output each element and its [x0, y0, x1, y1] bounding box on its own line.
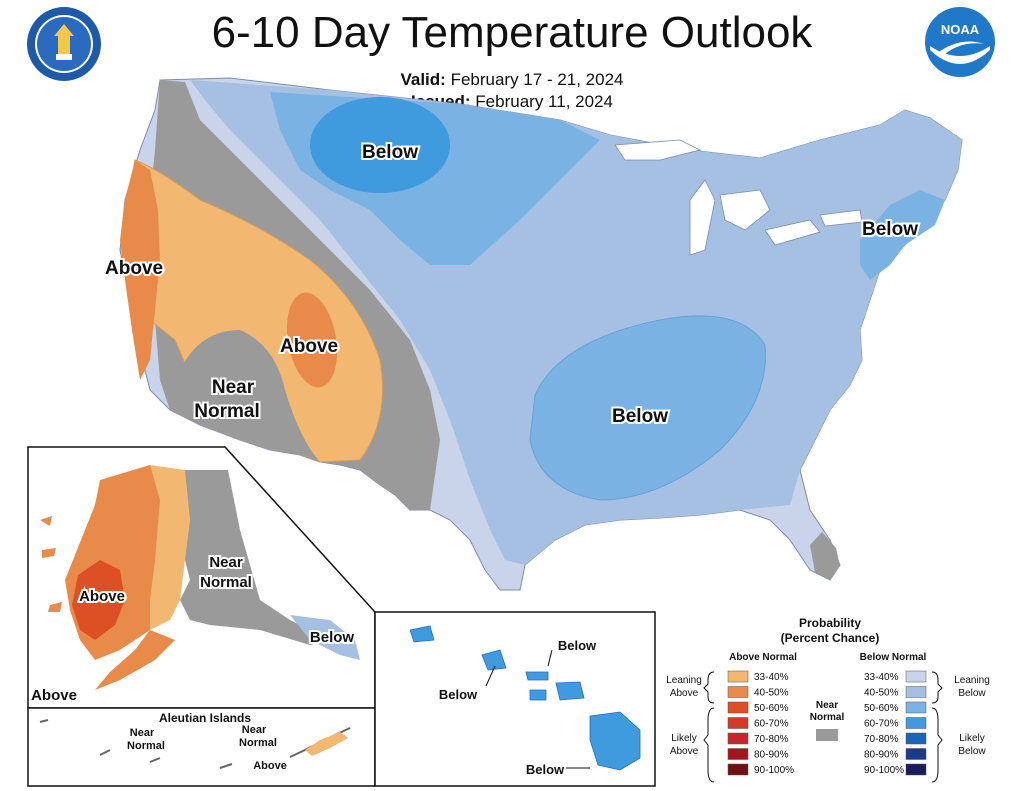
region-below-50-60-northeast: [860, 190, 945, 280]
region-below-60-70-north: [310, 97, 450, 193]
legend-above-bin-label-1: 40-50%: [754, 688, 789, 699]
legend-below-swatch-5: [905, 748, 927, 760]
legend-below-swatch-2: [905, 701, 927, 714]
aleutian-near-2b: Normal: [239, 737, 277, 749]
legend-leaning-below-1: Leaning: [954, 675, 990, 686]
noaa-logo-text: NOAA: [941, 22, 980, 37]
commerce-seal-icon: [27, 7, 101, 81]
alaska-peninsula: [95, 630, 175, 690]
legend-above-swatch-1: [727, 686, 749, 698]
region-near-normal-southwest: [180, 330, 320, 462]
valid-label: Valid:: [400, 70, 446, 89]
aleutian-title: Aleutian Islands: [159, 711, 251, 725]
alaska-label-above-west: Above: [79, 588, 125, 605]
aleutian-above: Above: [253, 760, 287, 772]
aleutian-near-2a: Near: [242, 724, 267, 736]
legend-below-bin-label-0: 33-40%: [864, 672, 899, 683]
legend-leaning-below-brace: [931, 671, 943, 704]
legend-below-bin-label-5: 80-90%: [864, 750, 899, 761]
legend-below-bin-label-6: 90-100%: [864, 765, 904, 776]
region-near-normal-florida: [810, 532, 840, 580]
legend-below-bin-label-2: 50-60%: [864, 703, 899, 714]
legend-leaning-above-2: Above: [670, 688, 699, 699]
aleutian-near-1b: Normal: [127, 740, 165, 752]
alaska-near-normal: [180, 470, 330, 645]
legend-above-bin-label-3: 60-70%: [754, 719, 789, 730]
legend-below-header: Below Normal: [860, 652, 927, 663]
label-below-south: Below: [612, 406, 668, 427]
legend-likely-above-2: Above: [670, 746, 699, 757]
legend-near-2: Normal: [810, 712, 845, 723]
alaska-inset: Above Near Normal Below Above: [27, 446, 376, 709]
alaska-label-below: Below: [310, 629, 355, 646]
hawaii-label-below-2: Below: [439, 687, 478, 702]
legend-above-header: Above Normal: [729, 652, 797, 663]
legend-near-1: Near: [816, 700, 838, 711]
legend-title-2: (Percent Chance): [781, 631, 880, 645]
legend-above-swatches: 33-40% 40-50% 50-60% 60-70% 70-80% 80-90% 90-1…: [727, 670, 794, 776]
region-above-40-50-coast: [120, 160, 160, 380]
hawaii-inset: Below Below Below: [374, 611, 656, 787]
legend-below-swatch-3: [905, 717, 927, 729]
legend-above-swatch-0: [727, 670, 749, 683]
label-near-normal-2: Normal: [194, 401, 259, 422]
alaska-label-near-2: Normal: [200, 574, 252, 591]
hawaii-label-below-3: Below: [526, 762, 565, 777]
legend-above-swatch-3: [727, 717, 749, 729]
page-title: 6-10 Day Temperature Outlook: [211, 8, 813, 57]
region-below-50-60-south: [529, 315, 766, 501]
issued-value: February 11, 2024: [475, 92, 613, 111]
legend-title-1: Probability: [799, 616, 861, 630]
label-below-north: Below: [362, 142, 418, 163]
legend-likely-below-1: Likely: [959, 733, 985, 744]
legend-leaning-below-2: Below: [958, 688, 986, 699]
label-above-utah: Above: [280, 336, 338, 357]
alaska-above-50-60: [72, 560, 125, 640]
aleutian-near-1a: Near: [130, 727, 155, 739]
alaska-panhandle: [290, 615, 360, 660]
alaska-above-33-40: [140, 465, 190, 630]
legend-below-swatch-1: [905, 686, 927, 698]
legend-leaning-above-brace: [703, 671, 715, 704]
legend-likely-below-2: Below: [958, 746, 986, 757]
legend-above-bin-label-5: 80-90%: [754, 750, 789, 761]
legend-above-swatch-4: [727, 732, 749, 745]
legend-above-swatch-6: [727, 763, 749, 776]
region-above-40-50-utah: [286, 292, 338, 388]
legend-above-bin-label-2: 50-60%: [754, 703, 789, 714]
label-below-northeast: Below: [862, 219, 918, 240]
noaa-logo-icon: NOAA: [925, 7, 995, 77]
legend-likely-below-brace: [931, 707, 943, 783]
legend-above-swatch-2: [727, 701, 749, 714]
alaska-label-above-southwest: Above: [31, 687, 77, 704]
legend-above-bin-label-4: 70-80%: [754, 734, 789, 745]
great-lakes: [614, 139, 863, 256]
legend-below-bin-label-1: 40-50%: [864, 688, 899, 699]
alaska-label-near-1: Near: [209, 554, 243, 571]
valid-value: February 17 - 21, 2024: [450, 70, 624, 89]
legend-likely-above-1: Likely: [671, 733, 697, 744]
legend-below-swatches: 33-40% 40-50% 50-60% 60-70% 70-80% 80-90% 90-1…: [864, 670, 927, 776]
legend-below-swatch-0: [905, 670, 927, 683]
legend-leaning-above-1: Leaning: [666, 675, 702, 686]
legend-above-bin-label-0: 33-40%: [754, 672, 789, 683]
legend-likely-above-brace: [703, 707, 715, 783]
legend-below-bin-label-3: 60-70%: [864, 719, 899, 730]
label-above-west: Above: [105, 258, 163, 279]
legend-above-bin-label-6: 90-100%: [754, 765, 794, 776]
aleutian-chain: [39, 719, 351, 769]
legend-below-swatch-6: [905, 763, 927, 776]
hawaii-islands: [409, 625, 641, 771]
aleutian-above-region: [305, 732, 348, 756]
label-near-normal-1: Near: [212, 377, 255, 398]
legend-below-bin-label-4: 70-80%: [864, 734, 899, 745]
aleutian-inset: Aleutian Islands Near Normal Near Normal…: [27, 707, 376, 787]
legend-below-swatch-4: [905, 732, 927, 745]
legend-near-normal-swatch: [816, 729, 838, 741]
legend: Probability (Percent Chance) Above Norma…: [666, 616, 990, 783]
hawaii-label-below-1: Below: [558, 638, 597, 653]
legend-above-swatch-5: [727, 748, 749, 760]
valid-dates: Valid: February 17 - 21, 2024: [0, 70, 1024, 90]
